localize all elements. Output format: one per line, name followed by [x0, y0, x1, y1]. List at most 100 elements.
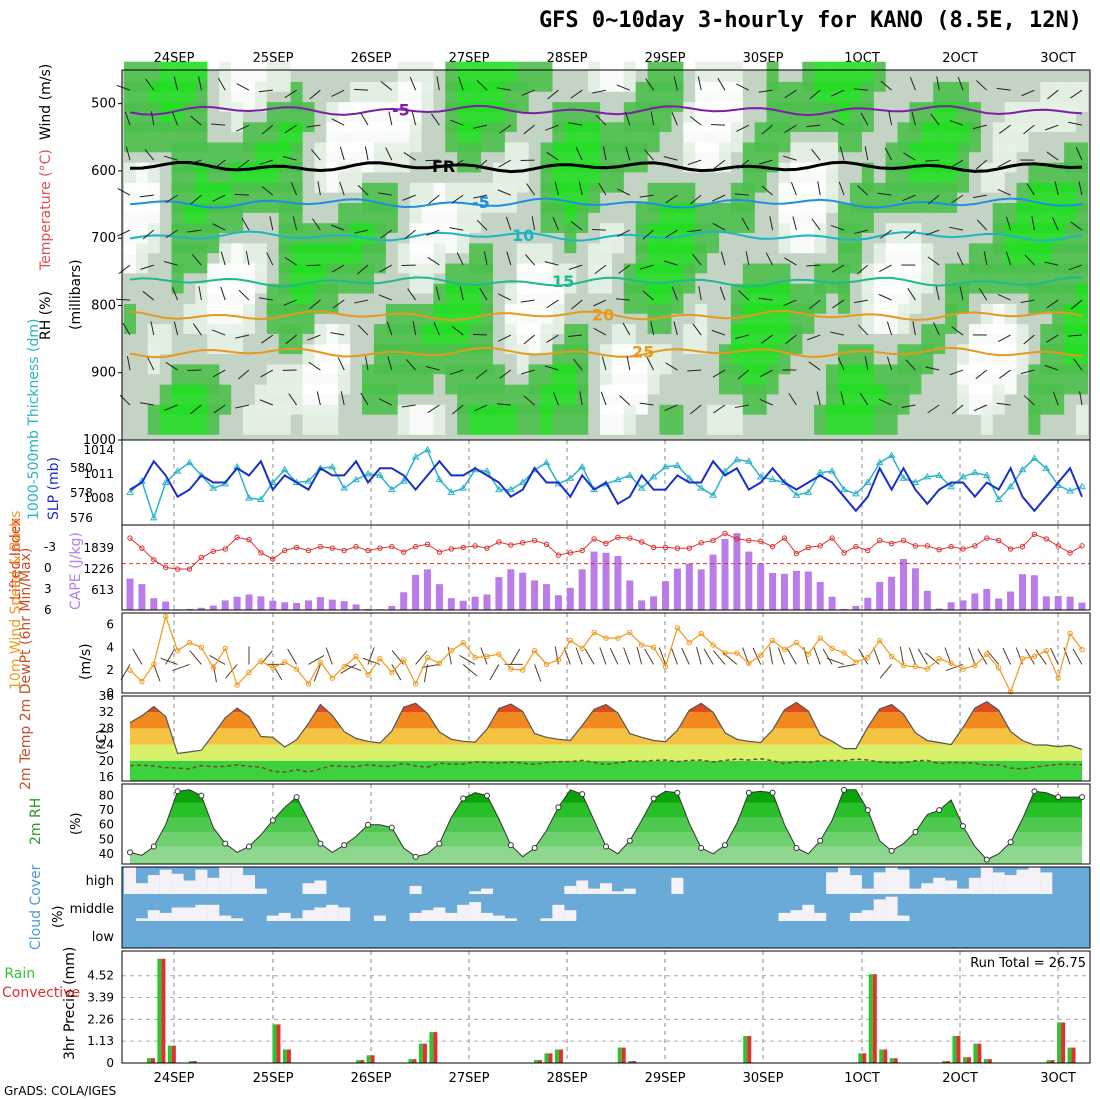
wind-tick: 6	[106, 617, 114, 631]
thickness-point	[566, 474, 575, 481]
lifted-index-point	[984, 535, 990, 541]
isotherm-label: 10	[512, 226, 534, 245]
upper-wind-barb	[1046, 299, 1059, 309]
upper-wind-barb	[570, 221, 583, 231]
thickness-point	[399, 477, 408, 484]
rh-cell	[516, 162, 529, 193]
upper-wind-barb	[144, 148, 155, 161]
upper-wind-barb	[905, 359, 916, 371]
rh-cell	[873, 61, 886, 92]
wind-speed-point	[389, 669, 395, 676]
upper-wind-barb	[116, 84, 131, 91]
wind-speed-point	[424, 654, 431, 661]
upper-wind-barb	[364, 146, 369, 161]
cape-bar	[566, 587, 574, 610]
isotherm-line	[129, 276, 1083, 288]
rh-point	[127, 849, 133, 856]
cloud-cell	[409, 912, 422, 921]
lifted-index-point	[758, 538, 764, 544]
upper-wind-barb	[903, 152, 916, 161]
lifted-index-point	[686, 545, 692, 551]
date-label-bottom: 1OCT	[844, 1071, 880, 1086]
cape-bar	[495, 577, 503, 610]
wind-speed-point	[841, 650, 847, 656]
upper-wind-barb	[578, 181, 583, 196]
rh-cell	[195, 303, 208, 334]
lifted-index-point	[222, 546, 228, 552]
cape-bar	[995, 598, 1003, 610]
upper-wind-barb	[401, 404, 416, 408]
upper-wind-barb	[118, 264, 131, 275]
lifted-index-point	[282, 547, 288, 554]
precip-convective-bar	[966, 1057, 971, 1063]
rh-cell	[540, 61, 553, 92]
upper-wind-barb	[831, 264, 845, 273]
rh-cell	[409, 263, 422, 294]
rh-cell	[730, 203, 743, 233]
cape-bar	[412, 574, 420, 610]
credit-footer: GrADS: COLA/IGES	[4, 1084, 117, 1098]
rh-point	[388, 824, 395, 831]
rh-cell	[790, 223, 803, 254]
upper-wind-barb	[452, 404, 464, 415]
wind-speed-point	[746, 660, 752, 666]
date-label-top: 2OCT	[942, 51, 978, 66]
rh-cell	[183, 404, 196, 435]
rh-cell	[231, 102, 244, 133]
date-label-bottom: 25SEP	[253, 1071, 294, 1086]
precip-convective-bar	[150, 1058, 155, 1063]
wind-barb	[1024, 648, 1035, 665]
upper-wind-barb	[190, 404, 202, 415]
rh-cell	[540, 324, 553, 355]
lifted-index-point	[627, 535, 633, 541]
upper-wind-barb	[404, 229, 416, 240]
rh-point	[817, 837, 824, 844]
wind-speed-point	[877, 637, 883, 644]
upper-wind-barb	[380, 229, 393, 239]
thickness-point	[959, 472, 967, 480]
cape-bar	[721, 539, 729, 610]
cape-tick: 613	[91, 583, 114, 597]
rh-cell	[849, 243, 862, 274]
cloud-cell	[861, 910, 874, 921]
rh-point	[436, 840, 443, 847]
rh-cell	[885, 182, 898, 213]
upper-wind-barb	[783, 299, 797, 307]
upper-wind-barb	[497, 189, 511, 196]
upper-wind-barb	[412, 321, 417, 336]
cloud-cell	[219, 915, 232, 921]
rh-cell	[314, 283, 327, 314]
rh-cell	[326, 283, 339, 314]
upper-wind-barb	[316, 391, 321, 406]
upper-wind-barb	[427, 404, 440, 414]
lifted-index-point	[317, 543, 324, 550]
rh-cell	[314, 162, 327, 193]
upper-wind-barb	[713, 404, 726, 414]
precip-total-bar	[188, 1061, 193, 1063]
upper-wind-barb	[238, 289, 250, 301]
upper-wind-barb	[386, 321, 393, 336]
upper-wind-barb	[1023, 395, 1035, 406]
thickness-point	[744, 457, 753, 464]
wind-barb	[858, 648, 869, 665]
upper-wind-barb	[646, 357, 655, 371]
thickness-point	[887, 451, 896, 459]
rh-point	[1055, 794, 1062, 801]
lifted-index-point	[877, 537, 883, 544]
temp-tick: 16	[99, 770, 114, 784]
precip-convective-bar	[632, 1061, 637, 1063]
upper-wind-barb	[332, 299, 345, 309]
upper-wind-barb	[235, 334, 250, 339]
rh-point	[936, 807, 943, 814]
upper-wind-barb	[912, 321, 916, 336]
upper-wind-barb	[761, 124, 773, 135]
rh-cell	[445, 122, 458, 153]
thickness-point	[911, 478, 920, 485]
thickness-tick: 578	[70, 486, 93, 500]
thickness-point	[935, 471, 944, 478]
upper-wind-barb	[760, 334, 773, 344]
upper-wind-barb	[1068, 121, 1083, 126]
upper-wind-barb	[712, 194, 726, 202]
cape-bar	[911, 568, 919, 610]
wind-barb	[899, 646, 904, 665]
